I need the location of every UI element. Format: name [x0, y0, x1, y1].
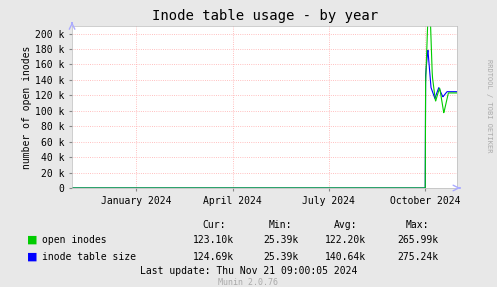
Text: ■: ■ — [27, 235, 38, 245]
Text: 275.24k: 275.24k — [397, 252, 438, 262]
Text: 25.39k: 25.39k — [263, 235, 298, 245]
Text: RRDTOOL / TOBI OETIKER: RRDTOOL / TOBI OETIKER — [486, 59, 492, 153]
Text: ■: ■ — [27, 252, 38, 262]
Text: 122.20k: 122.20k — [325, 235, 366, 245]
Text: inode table size: inode table size — [42, 252, 136, 262]
Text: Cur:: Cur: — [202, 220, 226, 230]
Text: Last update: Thu Nov 21 09:00:05 2024: Last update: Thu Nov 21 09:00:05 2024 — [140, 266, 357, 276]
Text: 25.39k: 25.39k — [263, 252, 298, 262]
Text: 140.64k: 140.64k — [325, 252, 366, 262]
Text: open inodes: open inodes — [42, 235, 107, 245]
Text: 123.10k: 123.10k — [193, 235, 234, 245]
Text: Min:: Min: — [269, 220, 293, 230]
Text: Avg:: Avg: — [333, 220, 357, 230]
Y-axis label: number of open inodes: number of open inodes — [22, 45, 32, 168]
Text: 265.99k: 265.99k — [397, 235, 438, 245]
Text: Max:: Max: — [406, 220, 429, 230]
Text: 124.69k: 124.69k — [193, 252, 234, 262]
Title: Inode table usage - by year: Inode table usage - by year — [152, 9, 378, 23]
Text: Munin 2.0.76: Munin 2.0.76 — [219, 278, 278, 287]
